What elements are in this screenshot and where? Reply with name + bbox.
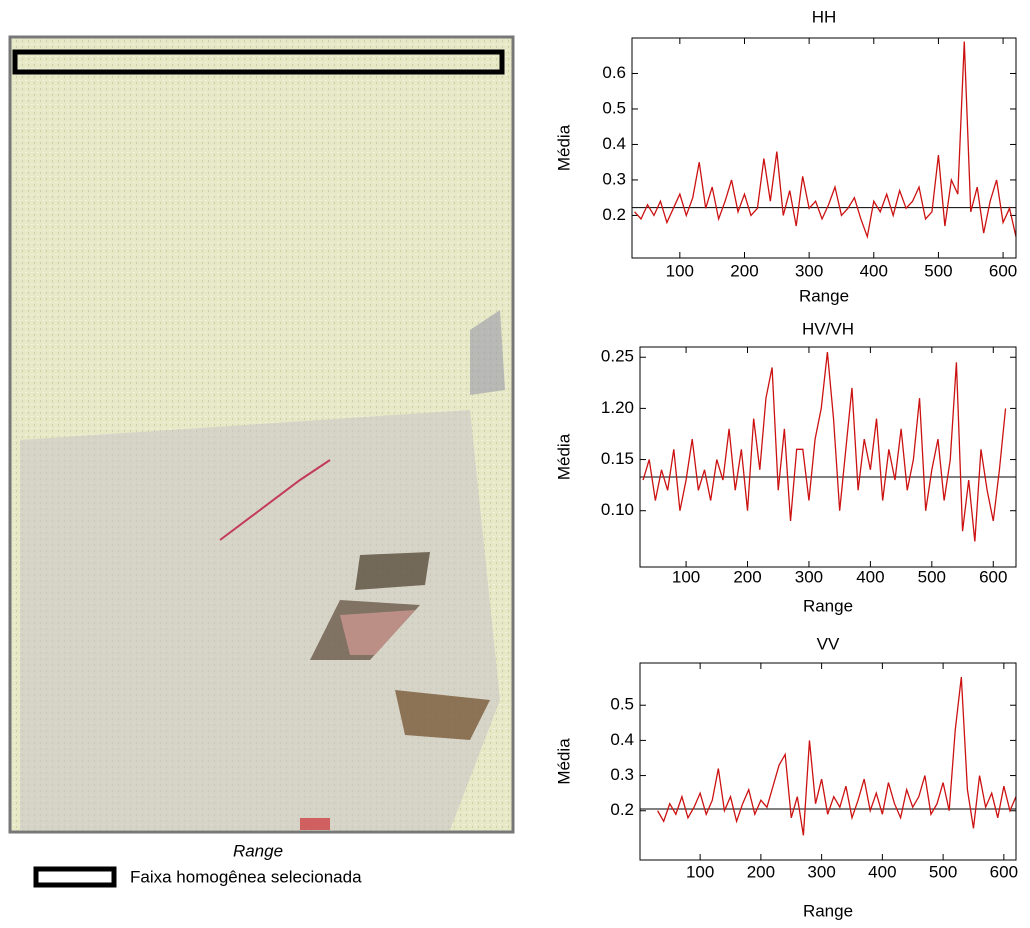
y-tick-label: 1.20 <box>601 398 634 417</box>
x-tick-label: 600 <box>990 862 1018 881</box>
x-axis-label: Range <box>803 901 853 920</box>
x-tick-label: 200 <box>730 261 758 280</box>
legend-swatch <box>36 869 114 885</box>
y-axis-label: Média <box>554 124 573 171</box>
x-tick-label: 500 <box>924 261 952 280</box>
x-tick-label: 200 <box>733 567 761 586</box>
legend-label: Faixa homogênea selecionada <box>130 867 362 886</box>
image-caption: Range <box>233 841 283 860</box>
y-tick-label: 0.2 <box>602 205 626 224</box>
x-tick-label: 500 <box>918 567 946 586</box>
x-tick-label: 200 <box>747 862 775 881</box>
y-tick-label: 0.3 <box>602 169 626 188</box>
x-tick-label: 400 <box>860 261 888 280</box>
x-tick-label: 300 <box>795 567 823 586</box>
y-tick-label: 0.3 <box>610 765 634 784</box>
chart-title: HV/VH <box>802 319 854 338</box>
y-tick-label: 0.4 <box>610 730 634 749</box>
x-tick-label: 300 <box>795 261 823 280</box>
x-tick-label: 600 <box>979 567 1007 586</box>
y-tick-label: 0.5 <box>610 695 634 714</box>
chart-title: HH <box>812 7 837 26</box>
x-tick-label: 100 <box>666 261 694 280</box>
x-tick-label: 600 <box>989 261 1017 280</box>
x-tick-label: 400 <box>856 567 884 586</box>
y-tick-label: 0.15 <box>601 449 634 468</box>
y-tick-label: 0.6 <box>602 63 626 82</box>
y-tick-label: 0.25 <box>601 347 634 366</box>
x-axis-label: Range <box>803 596 853 615</box>
y-tick-label: 0.5 <box>602 98 626 117</box>
chart-title: VV <box>817 634 840 653</box>
sar-image <box>10 37 513 832</box>
y-tick-label: 0.4 <box>602 134 626 153</box>
plot-frame <box>632 38 1016 258</box>
x-tick-label: 300 <box>807 862 835 881</box>
x-tick-label: 400 <box>868 862 896 881</box>
y-axis-label: Média <box>554 433 573 480</box>
y-axis-label: Média <box>554 738 573 785</box>
x-tick-label: 100 <box>686 862 714 881</box>
data-line <box>643 352 1005 541</box>
x-tick-label: 100 <box>672 567 700 586</box>
y-tick-label: 0.10 <box>601 500 634 519</box>
x-axis-label: Range <box>799 286 849 305</box>
y-tick-label: 0.2 <box>610 800 634 819</box>
data-line <box>658 677 1016 835</box>
figure: Range Faixa homogênea selecionada HH Rang… <box>0 0 1030 923</box>
x-tick-label: 500 <box>929 862 957 881</box>
